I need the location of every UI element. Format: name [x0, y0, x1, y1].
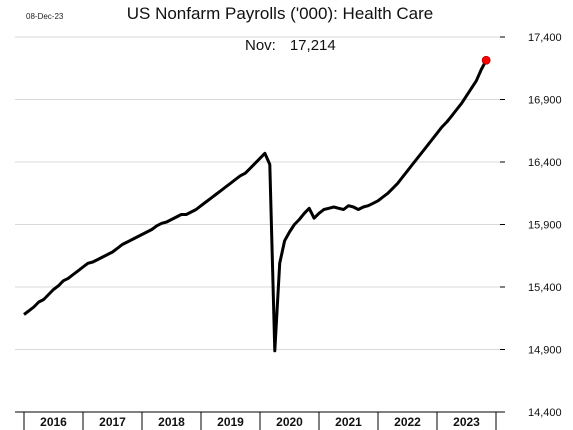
y-tick-label: 16,400: [528, 157, 562, 169]
y-tick-label: 15,400: [528, 282, 562, 294]
latest-point-marker: [481, 55, 491, 65]
year-label: 2022: [394, 415, 421, 429]
y-tick-label: 14,900: [528, 345, 562, 357]
latest-value-annotation: Nov: 17,214: [245, 37, 336, 54]
y-tick-label: 15,900: [528, 220, 562, 232]
health-care-series-line: [23, 59, 488, 353]
y-tick-label: 16,900: [528, 95, 562, 107]
year-label: 2018: [158, 415, 185, 429]
annotation-label: Nov:: [245, 37, 276, 54]
year-label: 2020: [276, 415, 303, 429]
date-stamp: 08-Dec-23: [26, 12, 64, 21]
chart-title: US Nonfarm Payrolls ('000): Health Care: [126, 4, 434, 23]
year-label: 2021: [335, 415, 362, 429]
year-label: 2016: [40, 415, 67, 429]
year-label: 2023: [453, 415, 480, 429]
year-label: 2017: [99, 415, 126, 429]
y-tick-label: 14,400: [528, 407, 562, 419]
annotation-value: 17,214: [289, 37, 336, 54]
year-label: 2019: [217, 415, 244, 429]
y-tick-label: 17,400: [528, 32, 562, 44]
